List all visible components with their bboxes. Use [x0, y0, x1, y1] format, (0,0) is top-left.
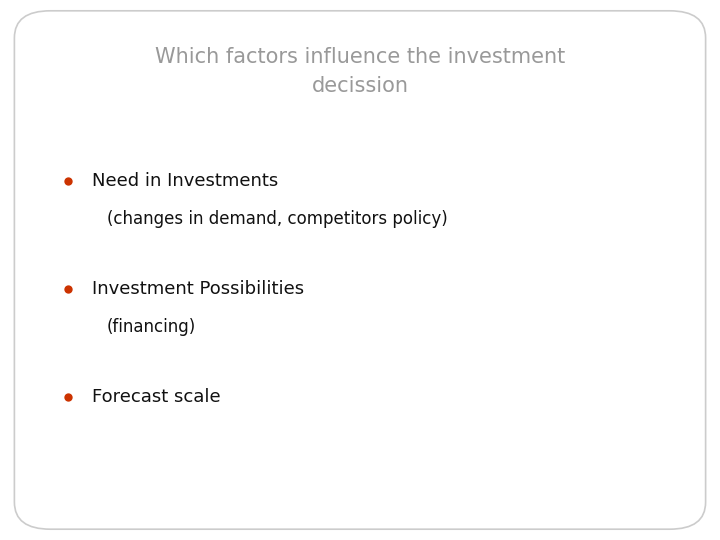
- Text: Forecast scale: Forecast scale: [92, 388, 221, 406]
- Text: Which factors influence the investment: Which factors influence the investment: [155, 46, 565, 67]
- Text: (changes in demand, competitors policy): (changes in demand, competitors policy): [107, 210, 447, 228]
- FancyBboxPatch shape: [14, 11, 706, 529]
- Text: (financing): (financing): [107, 318, 196, 336]
- Text: Need in Investments: Need in Investments: [92, 172, 279, 190]
- Text: Investment Possibilities: Investment Possibilities: [92, 280, 305, 298]
- Text: decission: decission: [312, 76, 408, 97]
